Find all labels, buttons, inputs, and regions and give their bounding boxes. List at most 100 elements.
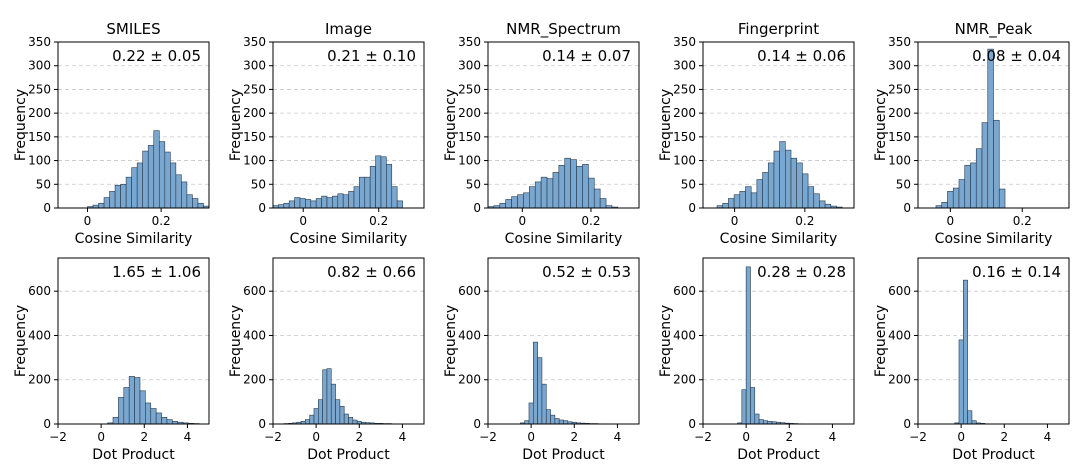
histogram-bar (558, 165, 566, 208)
bars (283, 368, 397, 424)
y-tick-label: 50 (36, 177, 51, 191)
axes-frame (57, 41, 210, 209)
histogram-bar (109, 191, 116, 208)
y-tick-label: 0 (903, 201, 911, 215)
histogram-bar (175, 174, 182, 208)
y-tick-label: 0 (258, 417, 266, 431)
histogram-bar (967, 410, 973, 424)
histogram-bar (758, 419, 764, 424)
x-axis-label: Dot Product (92, 447, 175, 463)
histogram-bar (155, 412, 162, 424)
histogram-bar (754, 413, 760, 424)
histogram-bar (523, 192, 530, 208)
y-tick-label: 400 (888, 328, 911, 342)
histogram-bar (558, 419, 564, 424)
stat-annotation: 0.22 ± 0.05 (112, 47, 201, 65)
histogram-bar (993, 119, 1000, 208)
histogram-bar (364, 176, 371, 208)
histogram-bar (745, 186, 752, 208)
y-tick-label: 200 (458, 373, 481, 387)
y-tick-label: 150 (888, 130, 911, 144)
stat-annotation: 1.65 ± 1.06 (112, 263, 201, 281)
y-axis-label: Frequency (228, 89, 244, 161)
y-axis-label: Frequency (13, 305, 29, 377)
x-tick-label: 0 (518, 214, 526, 228)
histogram-bar (337, 193, 344, 208)
histogram-bar (139, 390, 146, 424)
x-axis-label: Cosine Similarity (720, 231, 838, 247)
y-axis-label: Frequency (658, 89, 674, 161)
histogram-bar (164, 151, 171, 208)
x-tick-label: 0.2 (152, 214, 171, 228)
histogram-bar (161, 417, 168, 424)
histogram-bar (315, 198, 322, 208)
histogram-bar (981, 122, 989, 208)
y-tick-label: 100 (28, 154, 51, 168)
histogram-bar (733, 194, 741, 208)
y-tick-label: 300 (28, 59, 51, 73)
histogram-bar (576, 165, 583, 208)
x-tick-label: 0 (299, 214, 307, 228)
x-tick-label: 4 (399, 430, 407, 444)
axes-frame (917, 257, 1070, 425)
stat-annotation: 0.08 ± 0.04 (972, 47, 1061, 65)
axes-frame (917, 41, 1070, 209)
x-tick-label: 2 (1000, 430, 1008, 444)
y-tick-label: 150 (28, 130, 51, 144)
y-tick-label: 150 (243, 130, 266, 144)
histogram-bar (532, 341, 538, 424)
panel-title-image: Image (325, 20, 372, 38)
histogram-bar (952, 187, 960, 208)
y-tick-label: 350 (673, 35, 696, 49)
x-axis-label: Dot Product (522, 447, 605, 463)
panel-title-nmr-peak: NMR_Peak (955, 20, 1033, 39)
bars (935, 48, 1006, 208)
y-tick-label: 200 (673, 373, 696, 387)
histogram-bar (310, 200, 317, 208)
histogram-bar (145, 402, 152, 424)
histogram-bar (283, 202, 290, 208)
x-tick-label: 0 (84, 214, 92, 228)
x-tick-label: 0.2 (369, 214, 388, 228)
y-axis-label: Frequency (443, 89, 459, 161)
histogram-bar (767, 162, 775, 208)
x-axis-label: Cosine Similarity (75, 231, 193, 247)
histogram-bar (941, 202, 948, 208)
x-tick-label: 0 (97, 430, 105, 444)
axes-frame (487, 41, 640, 209)
histogram-bar (123, 387, 130, 424)
x-tick-label: −2 (694, 430, 712, 444)
x-axis-label: Cosine Similarity (935, 231, 1053, 247)
y-tick-label: 200 (673, 106, 696, 120)
stat-annotation: 0.52 ± 0.53 (542, 263, 631, 281)
x-tick-label: 4 (1044, 430, 1052, 444)
y-tick-label: 350 (888, 35, 911, 49)
y-tick-label: 200 (243, 106, 266, 120)
y-tick-label: 400 (673, 328, 696, 342)
histogram-bar (593, 188, 601, 208)
histogram-bar (348, 417, 354, 424)
y-tick-label: 0 (473, 201, 481, 215)
histogram-bar (342, 194, 349, 208)
histogram-bar (305, 419, 310, 424)
panel-title-nmr-spectrum: NMR_Spectrum (506, 20, 621, 39)
histogram-bar (181, 181, 188, 208)
histogram-bar (348, 191, 355, 208)
histogram-bar (779, 141, 786, 208)
bars (954, 279, 990, 424)
y-tick-label: 200 (28, 106, 51, 120)
histogram-bar (796, 162, 803, 208)
bars (488, 157, 619, 208)
y-tick-label: 400 (458, 328, 481, 342)
x-tick-label: 4 (614, 430, 622, 444)
panel-2: 0 50 100 150 200 250 300 350 0 0.2 Cosine Similari… (228, 35, 425, 247)
histogram-bar (958, 339, 964, 424)
stat-annotation: 0.16 ± 0.14 (972, 263, 1061, 281)
x-axis-label: Dot Product (737, 447, 820, 463)
histogram-bar (322, 369, 328, 424)
histogram-bar (103, 197, 110, 208)
x-tick-label: 0 (312, 430, 320, 444)
bars (273, 155, 403, 208)
